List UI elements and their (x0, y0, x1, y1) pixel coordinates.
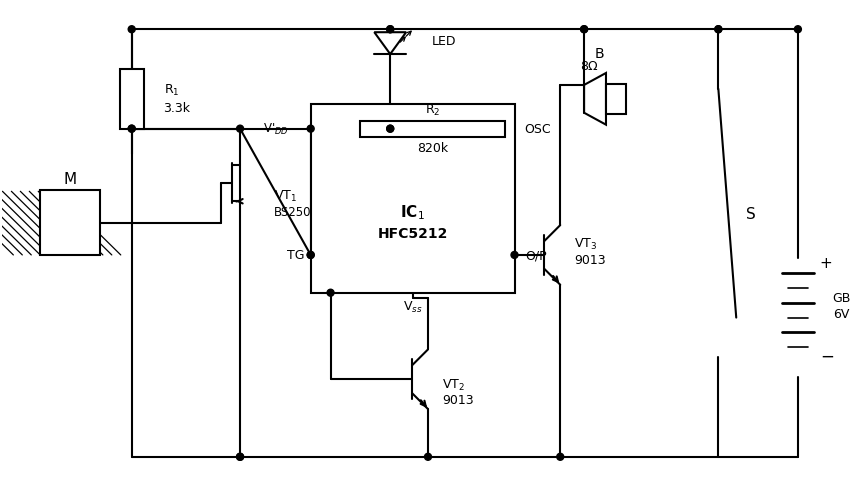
Circle shape (715, 27, 722, 34)
Circle shape (129, 126, 135, 133)
Polygon shape (584, 74, 606, 125)
Circle shape (387, 27, 393, 34)
Text: O/P: O/P (525, 249, 548, 262)
Text: 8Ω: 8Ω (580, 60, 598, 72)
Text: V$_{ss}$: V$_{ss}$ (403, 300, 423, 315)
Circle shape (129, 126, 135, 133)
Circle shape (715, 27, 722, 34)
Text: 9013: 9013 (574, 254, 606, 267)
Text: V'$_{DD}$: V'$_{DD}$ (263, 122, 289, 137)
Text: IC$_1$: IC$_1$ (400, 203, 425, 221)
Bar (361, 122, 505, 137)
Circle shape (557, 453, 564, 460)
Circle shape (387, 126, 393, 133)
Circle shape (237, 453, 243, 460)
Text: LED: LED (432, 35, 457, 47)
Text: TG: TG (287, 249, 304, 262)
Text: BS250: BS250 (274, 205, 311, 218)
Bar (311, 104, 514, 293)
Circle shape (387, 27, 393, 34)
Circle shape (307, 126, 315, 133)
Circle shape (581, 27, 588, 34)
Circle shape (424, 453, 431, 460)
Circle shape (581, 27, 588, 34)
Circle shape (387, 126, 393, 133)
Text: M: M (63, 171, 76, 186)
Text: 820k: 820k (417, 142, 448, 155)
Text: B: B (594, 47, 604, 61)
Circle shape (237, 126, 243, 133)
Polygon shape (375, 33, 406, 55)
Circle shape (327, 290, 334, 297)
Text: −: − (820, 346, 834, 365)
Bar (120, 70, 144, 129)
Circle shape (511, 252, 518, 259)
Text: 3.3k: 3.3k (164, 102, 190, 115)
Text: VT$_2$: VT$_2$ (442, 377, 464, 392)
Text: VT$_1$: VT$_1$ (274, 188, 297, 203)
Text: R$_2$: R$_2$ (425, 103, 440, 118)
Text: HFC5212: HFC5212 (377, 226, 447, 241)
Circle shape (237, 453, 243, 460)
Bar (606, 85, 626, 115)
Circle shape (129, 27, 135, 34)
Text: +: + (820, 256, 832, 271)
Text: GB: GB (833, 292, 851, 305)
Text: 9013: 9013 (442, 393, 474, 406)
Text: S: S (746, 206, 756, 221)
Circle shape (307, 252, 315, 259)
Bar (40, 191, 100, 255)
Circle shape (794, 27, 801, 34)
Text: VT$_3$: VT$_3$ (574, 236, 597, 251)
Text: R$_1$: R$_1$ (164, 83, 179, 98)
Text: OSC: OSC (524, 123, 551, 136)
Circle shape (307, 252, 315, 259)
Text: 6V: 6V (833, 307, 849, 321)
